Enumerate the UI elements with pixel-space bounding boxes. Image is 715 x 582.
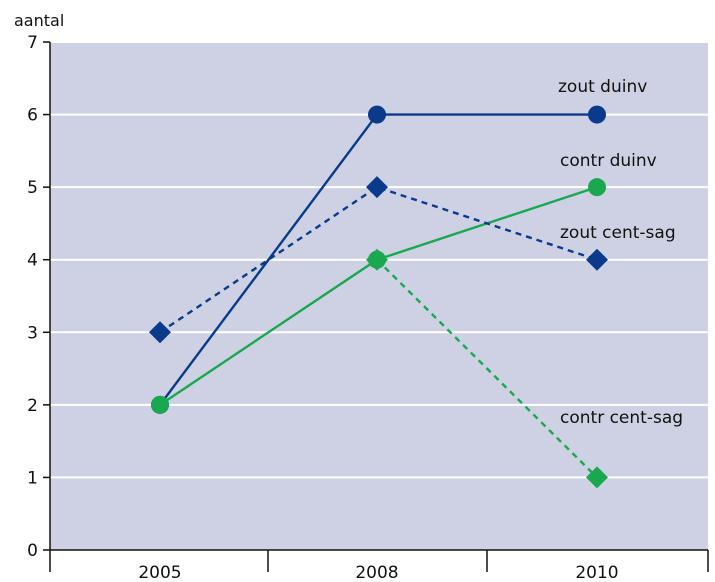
y-tick-label: 3 — [27, 323, 38, 343]
y-tick-label: 1 — [27, 468, 38, 488]
y-tick-label: 7 — [27, 33, 38, 53]
series-zout-cent-sag — [149, 176, 608, 344]
tick-labels: 0 1 2 3 4 5 6 7 2005 2008 2010 — [27, 33, 618, 582]
axes — [43, 41, 709, 572]
series-line — [376, 258, 598, 479]
x-tick-label: 2010 — [575, 563, 618, 582]
series-label: contr cent-sag — [560, 408, 683, 428]
series-contr-cent-sag — [366, 248, 608, 489]
y-axis-title: aantal — [14, 11, 64, 30]
x-tick-label: 2008 — [355, 563, 398, 582]
data-point — [588, 105, 606, 124]
y-tick-label: 6 — [27, 106, 38, 126]
series-label: zout duinv — [558, 77, 647, 97]
y-tick-label: 4 — [27, 251, 38, 271]
y-tick-label: 5 — [27, 178, 38, 198]
series-label: zout cent-sag — [560, 223, 676, 243]
x-tick-label: 2005 — [138, 563, 181, 582]
series-labels: zout duinv contr duinv zout cent-sag contr … — [558, 77, 683, 428]
data-point — [151, 395, 169, 414]
y-tick-label: 2 — [27, 396, 38, 416]
data-point — [586, 248, 608, 271]
data-point — [366, 248, 388, 271]
series-label: contr duinv — [560, 151, 657, 171]
data-point — [366, 176, 388, 199]
plot-area — [50, 42, 708, 550]
series-group — [149, 105, 608, 489]
data-point — [368, 105, 386, 124]
data-point — [588, 178, 606, 197]
data-point — [149, 321, 171, 344]
data-point — [586, 466, 608, 489]
y-tick-label: 0 — [27, 541, 38, 561]
